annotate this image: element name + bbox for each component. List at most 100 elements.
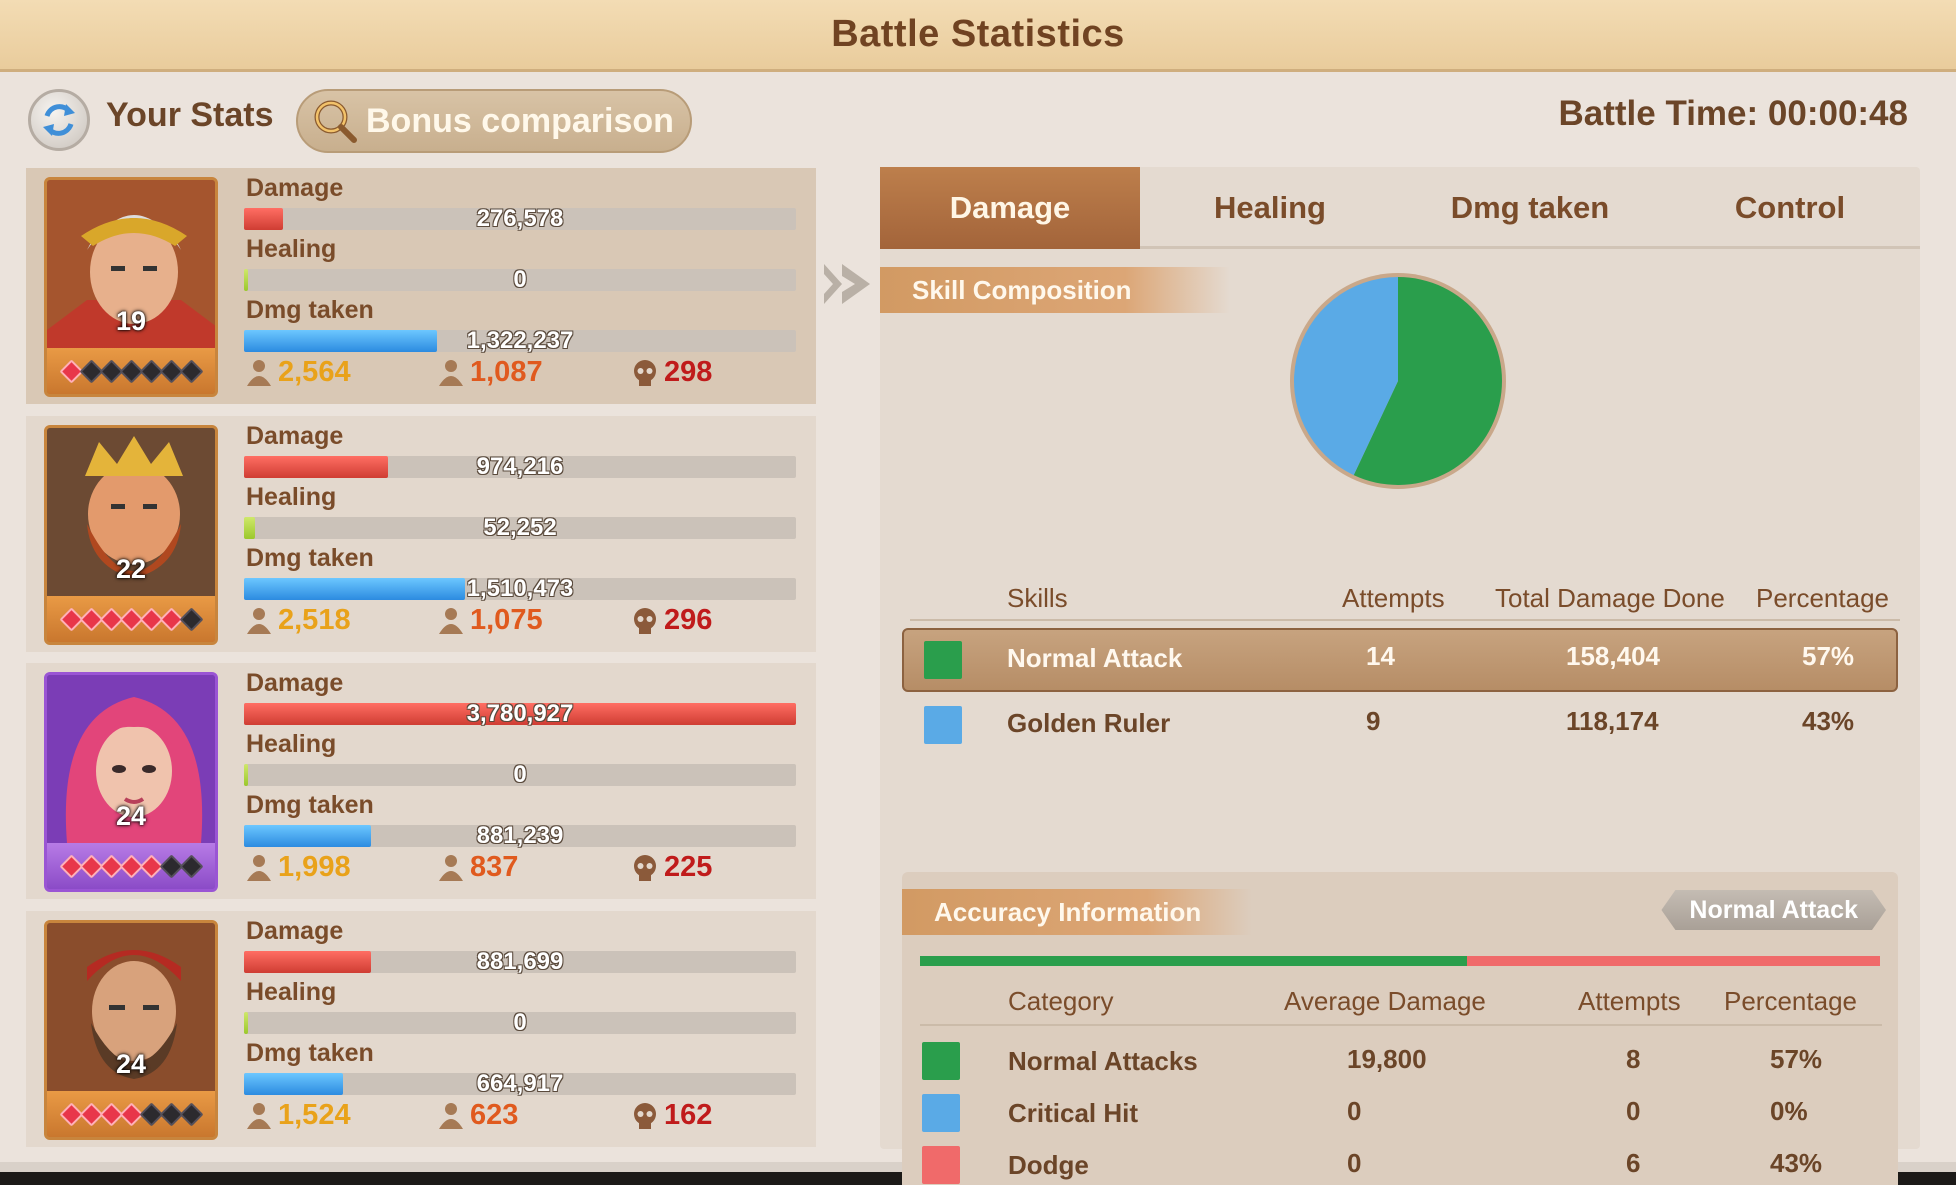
bonus-comparison-button[interactable]: Bonus comparison (296, 89, 692, 153)
kill-stats: 2,564 1,087 298 (244, 356, 804, 396)
skill-name: Normal Attack (1007, 643, 1183, 673)
hero-art (47, 428, 215, 596)
healing-label: Healing (246, 978, 337, 1006)
slight-wound-count: 1,075 (470, 604, 543, 636)
hero-card[interactable]: 22 Damage 974,216 Healing 52,252 Dmg tak… (26, 416, 816, 652)
slight-wound-stat: 623 (436, 1099, 518, 1132)
category-percentage: 57% (1770, 1044, 1823, 1074)
dmg-taken-bar-fill (244, 578, 465, 600)
injured-troops-icon (439, 607, 463, 634)
attempts-header: Attempts (1342, 583, 1445, 613)
dmg-taken-value: 1,322,237 (466, 327, 574, 354)
damage-bar: 881,699 (244, 948, 796, 975)
hero-portrait[interactable]: 22 (44, 425, 218, 645)
dmg-taken-value: 881,239 (476, 822, 564, 849)
hero-star-rating (47, 1091, 215, 1137)
hero-card[interactable]: 24 Damage 881,699 Healing 0 Dmg taken 66… (26, 911, 816, 1147)
wounded-troops-icon (247, 1102, 271, 1129)
dmg-taken-value: 664,917 (476, 1070, 564, 1097)
skills-header: Skills (1007, 583, 1068, 613)
average-damage-value: 0 (1347, 1148, 1362, 1178)
category-name: Dodge (1008, 1150, 1089, 1180)
kill-stats: 2,518 1,075 296 (244, 604, 804, 644)
empty-star-gem-icon (178, 358, 204, 384)
healing-value: 52,252 (483, 514, 557, 541)
hero-portrait-art (47, 675, 215, 843)
dmg-taken-bar-fill (244, 1073, 344, 1095)
category-name: Critical Hit (1008, 1098, 1139, 1128)
category-color-swatch (922, 1042, 960, 1080)
kill-stats: 1,524 623 162 (244, 1099, 804, 1139)
hero-portrait[interactable]: 24 (44, 672, 218, 892)
skill-attempts: 9 (1366, 706, 1381, 736)
skill-name: Golden Ruler (1007, 708, 1171, 738)
hero-portrait[interactable]: 24 (44, 920, 218, 1140)
hero-art (47, 923, 215, 1091)
category-attempts: 0 (1626, 1096, 1641, 1126)
double-chevron-right-icon (824, 264, 870, 304)
hero-art (47, 180, 215, 348)
selected-skill-row-highlight[interactable] (902, 628, 1898, 692)
damage-bar-fill (244, 208, 283, 230)
tab-healing[interactable]: Healing (1214, 190, 1326, 225)
bonus-comparison-label: Bonus comparison (366, 101, 674, 140)
healing-bar: 0 (244, 266, 796, 293)
dmg-taken-bar: 664,917 (244, 1070, 796, 1097)
dmg-taken-value: 1,510,473 (466, 575, 574, 602)
slight-wound-stat: 837 (436, 851, 518, 884)
damage-bar-fill (244, 703, 796, 725)
category-attempts: 8 (1626, 1044, 1641, 1074)
main-panel: Your Stats Bonus comparison Battle Time:… (0, 72, 1956, 1185)
healing-value: 0 (513, 1009, 527, 1036)
hero-card[interactable]: 19 Damage 276,578 Healing 0 Dmg taken 1,… (26, 168, 816, 404)
empty-star-gem-icon (178, 1101, 204, 1127)
damage-bar: 974,216 (244, 453, 796, 480)
empty-star-gem-icon (178, 606, 204, 632)
severe-wound-count: 1,998 (278, 851, 351, 883)
slight-wound-stat: 1,087 (436, 356, 543, 389)
hero-portrait[interactable]: 19 (44, 177, 218, 397)
dmg-taken-bar-fill (244, 330, 438, 352)
healing-label: Healing (246, 730, 337, 758)
acc-attempts-header: Attempts (1578, 986, 1681, 1016)
skill-percentage: 57% (1802, 641, 1855, 671)
severe-wound-stat: 2,564 (244, 356, 351, 389)
skill-color-swatch (924, 706, 962, 744)
category-name: Normal Attacks (1008, 1046, 1198, 1076)
death-count: 298 (664, 356, 713, 388)
damage-value: 881,699 (476, 948, 564, 975)
skill-composition-pie-chart (1290, 273, 1506, 489)
death-stat: 296 (630, 604, 712, 637)
death-stat: 162 (630, 1099, 712, 1132)
injured-troops-icon (439, 854, 463, 881)
death-count: 225 (664, 851, 713, 883)
skill-attempts: 14 (1366, 641, 1395, 671)
wounded-troops-icon (247, 359, 271, 386)
dmg-taken-bar: 881,239 (244, 822, 796, 849)
hero-portrait-art (47, 180, 215, 348)
wounded-troops-icon (247, 607, 271, 634)
acc-percentage-header: Percentage (1724, 986, 1857, 1016)
swap-arrows-icon (43, 104, 75, 136)
tab-control[interactable]: Control (1734, 190, 1846, 225)
hero-level: 19 (115, 306, 147, 336)
total-damage-header: Total Damage Done (1495, 583, 1725, 613)
swap-stats-button[interactable] (28, 89, 90, 151)
hero-star-rating (47, 348, 215, 394)
dmg-taken-label: Dmg taken (246, 791, 374, 819)
healing-bar: 0 (244, 761, 796, 788)
severe-wound-stat: 1,998 (244, 851, 351, 884)
healing-value: 0 (513, 761, 527, 788)
accuracy-skill-selector[interactable]: Normal Attack (1661, 890, 1886, 930)
dmg-taken-label: Dmg taken (246, 544, 374, 572)
tab-damage[interactable]: Damage (880, 167, 1140, 249)
hero-card[interactable]: 24 Damage 3,780,927 Healing 0 Dmg taken … (26, 663, 816, 899)
empty-star-gem-icon (178, 853, 204, 879)
healing-label: Healing (246, 235, 337, 263)
pie-slice (1294, 277, 1398, 476)
dmg-taken-label: Dmg taken (246, 1039, 374, 1067)
severe-wound-count: 1,524 (278, 1099, 351, 1131)
detail-panel: Damage Healing Dmg taken Control Skill C… (880, 167, 1920, 1185)
tab-dmg-taken[interactable]: Dmg taken (1450, 190, 1610, 225)
